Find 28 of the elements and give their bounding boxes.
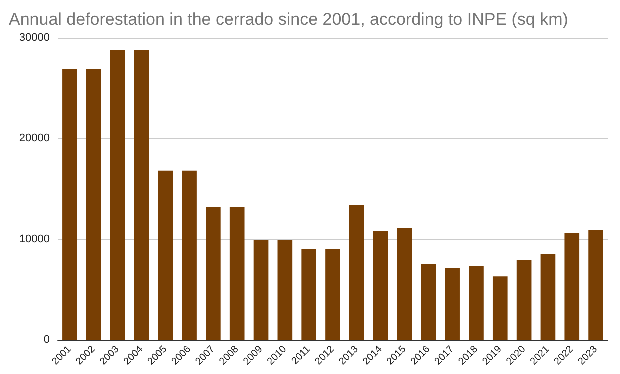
bar <box>278 240 293 340</box>
y-tick-label: 0 <box>44 334 50 346</box>
chart-title: Annual deforestation in the cerrado since 2001, according to INPE (sq km) <box>9 10 568 29</box>
bar <box>540 254 556 340</box>
bar <box>230 207 245 340</box>
bar <box>134 50 150 340</box>
bar <box>62 69 78 340</box>
bar <box>445 268 460 340</box>
bar <box>564 233 580 340</box>
bar <box>182 170 197 340</box>
bar <box>588 230 604 340</box>
bar <box>516 260 532 340</box>
bar <box>302 249 316 340</box>
bar <box>158 170 174 340</box>
y-tick-label: 30000 <box>19 32 50 44</box>
bar <box>492 276 508 340</box>
bar <box>397 228 412 340</box>
bar <box>206 207 221 340</box>
y-tick-label: 10000 <box>19 233 50 246</box>
y-tick-label: 20000 <box>19 132 50 145</box>
bar <box>86 69 102 340</box>
bar <box>421 264 436 340</box>
bar <box>110 50 126 340</box>
bar <box>373 231 388 340</box>
bar <box>326 249 340 340</box>
bar <box>350 205 364 340</box>
bar <box>469 266 484 340</box>
bar <box>254 240 269 340</box>
